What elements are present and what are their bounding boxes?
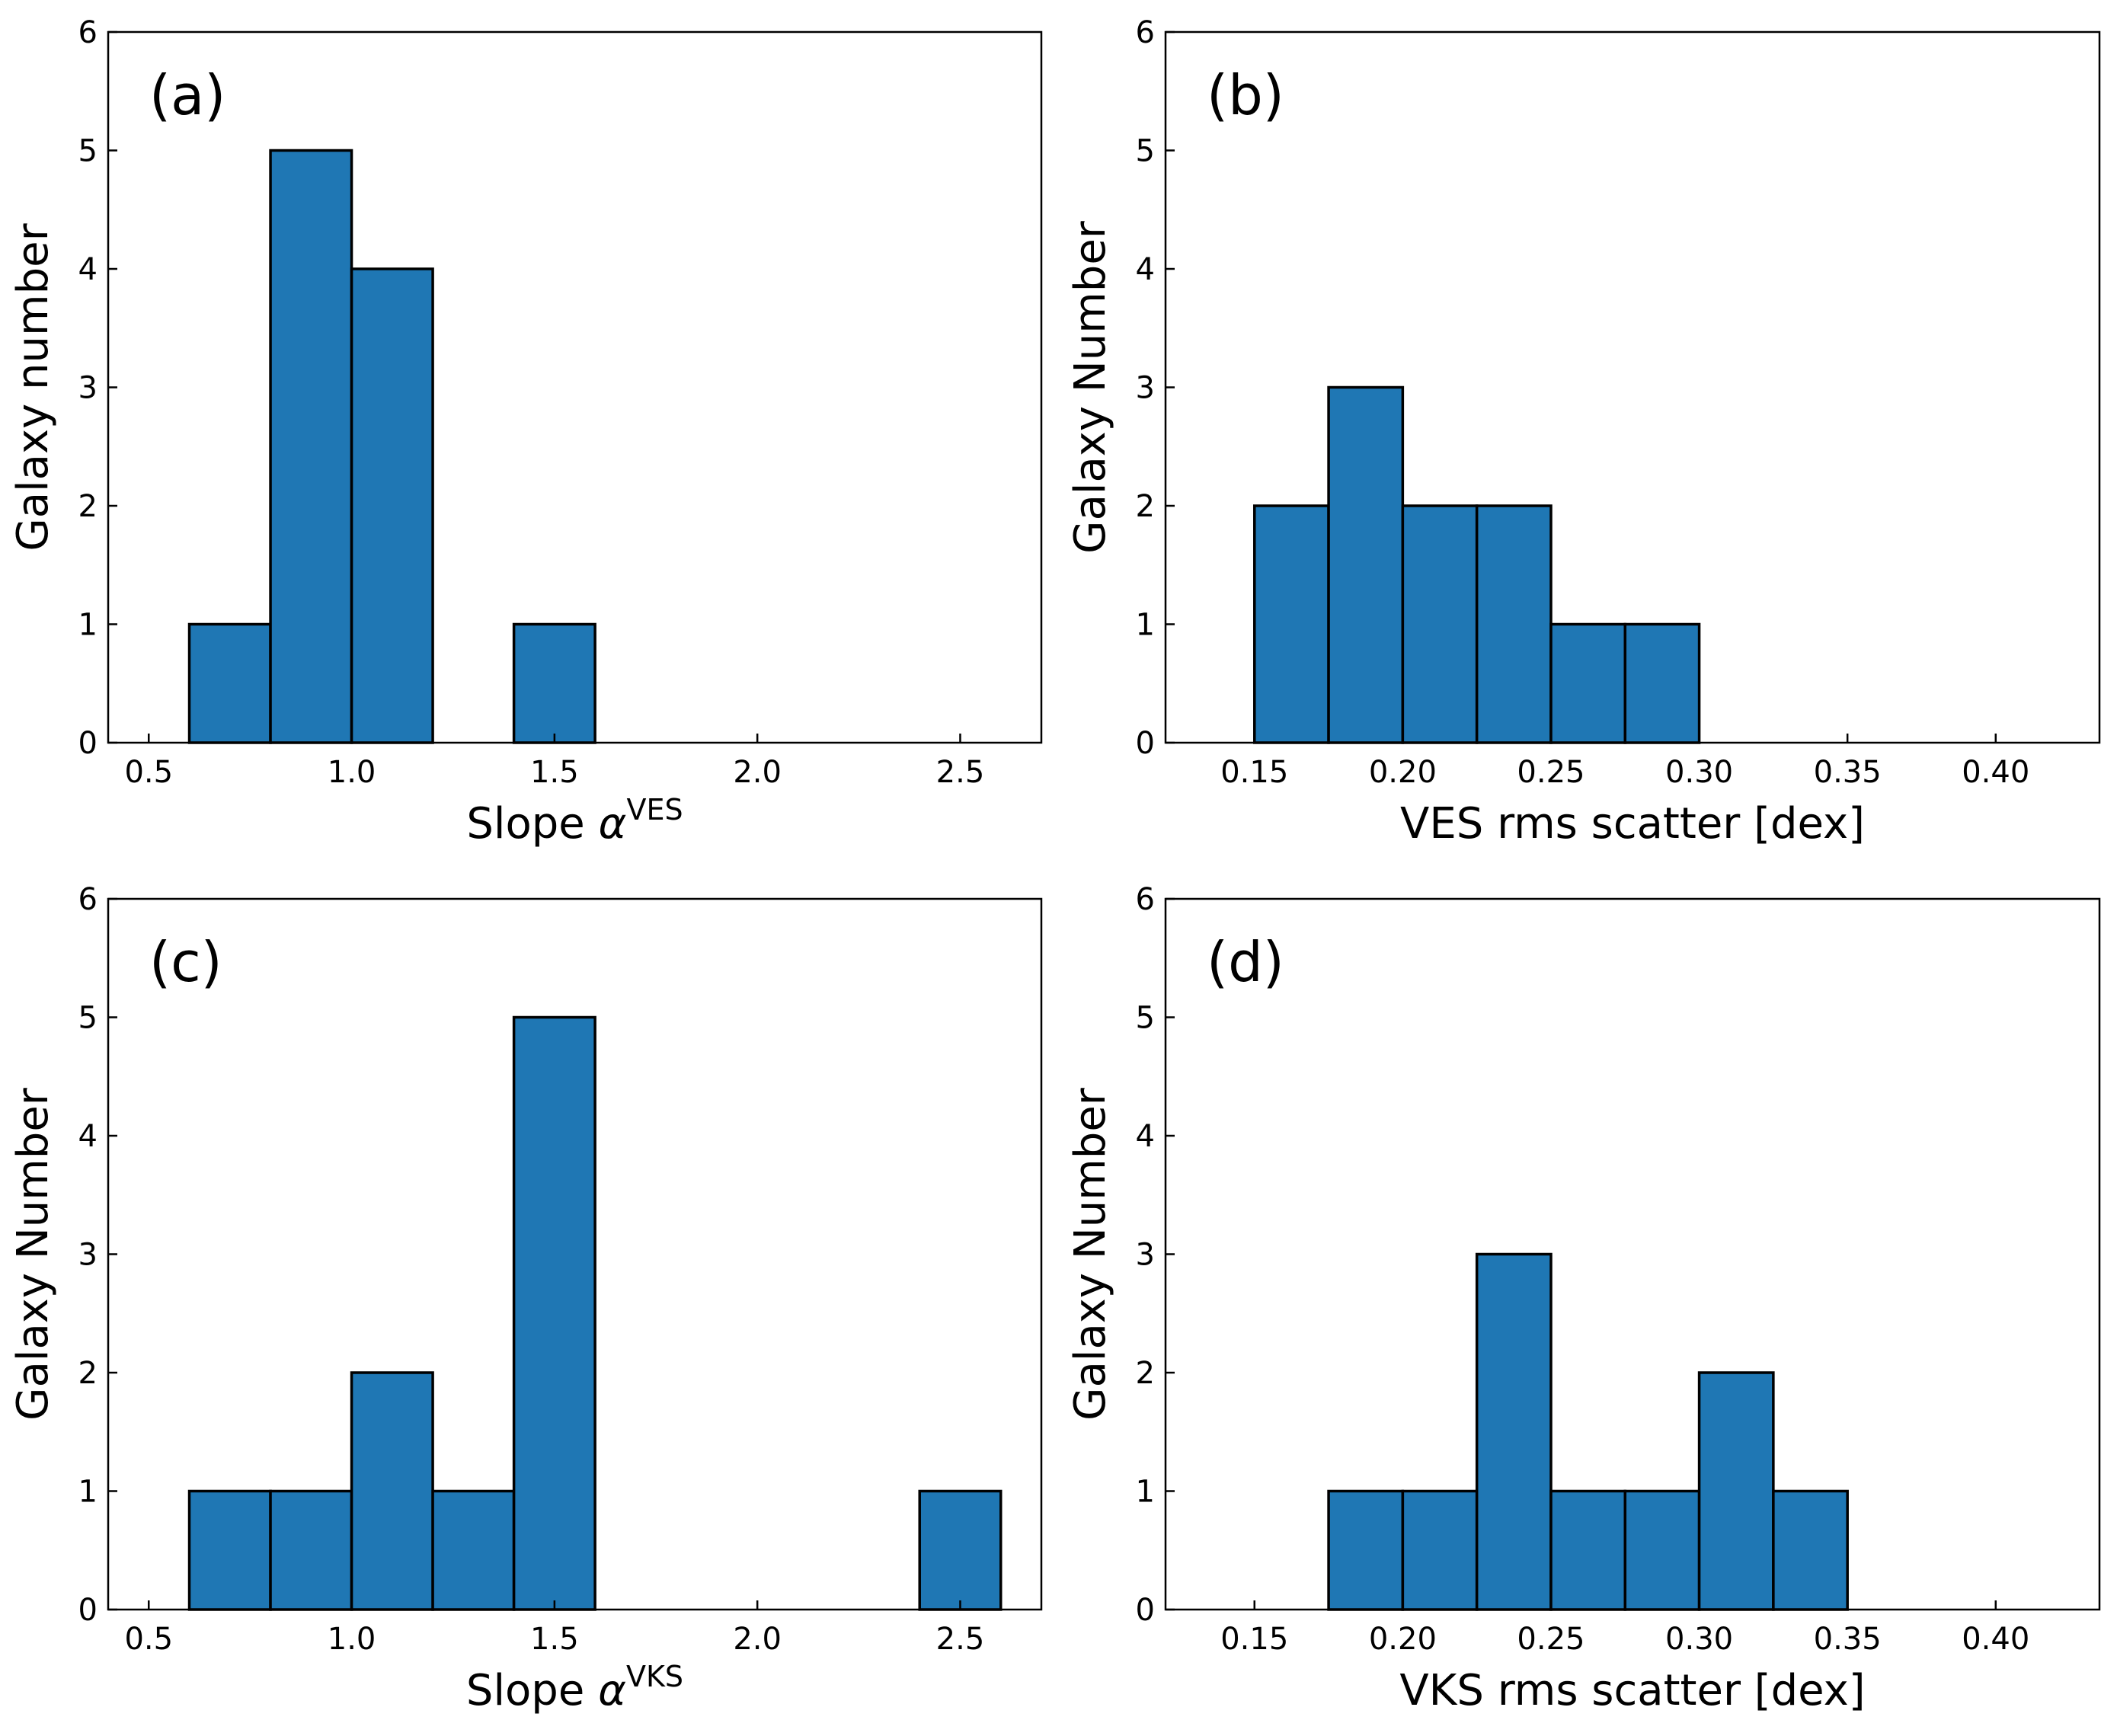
y-tick-label: 1	[1136, 1475, 1155, 1510]
y-tick-label: 2	[78, 1356, 98, 1391]
x-axis-label-text: Slope	[466, 1666, 598, 1715]
y-tick-label: 6	[78, 15, 98, 50]
x-tick-label: 0.15	[1220, 755, 1288, 790]
panel-label: (c)	[149, 930, 222, 994]
panel-label: (a)	[149, 63, 225, 127]
x-tick-label: 2.5	[936, 1622, 985, 1657]
x-tick-label: 0.30	[1665, 1622, 1733, 1657]
x-tick-label: 1.5	[530, 755, 579, 790]
panel-label: (d)	[1207, 930, 1284, 994]
y-axis-label: Galaxy Number	[1066, 1087, 1115, 1421]
x-tick-label: 0.25	[1517, 755, 1585, 790]
y-tick-label: 1	[78, 608, 98, 643]
y-tick-label: 3	[1136, 1238, 1155, 1273]
y-tick-label: 5	[78, 1001, 98, 1036]
y-tick-label: 4	[78, 252, 98, 287]
x-tick-label: 1.0	[328, 755, 376, 790]
x-axis-label-text: Slope	[466, 799, 598, 849]
histogram-bar	[512, 1015, 596, 1611]
y-tick-label: 2	[1136, 489, 1155, 524]
x-axis-label-symbol: α	[598, 1666, 626, 1715]
y-axis-label: Galaxy number	[8, 222, 58, 551]
y-tick-label: 0	[78, 726, 98, 761]
histogram-bar	[1549, 622, 1627, 744]
y-tick-label: 5	[78, 134, 98, 169]
histogram-bar	[512, 622, 596, 744]
x-tick-label: 0.5	[124, 755, 173, 790]
histogram-bar	[1401, 504, 1479, 744]
x-tick-label: 2.0	[733, 755, 782, 790]
y-axis-label: Galaxy Number	[1066, 220, 1115, 554]
x-tick-label: 0.35	[1814, 1622, 1882, 1657]
x-tick-label: 0.25	[1517, 1622, 1585, 1657]
x-tick-label: 0.15	[1220, 1622, 1288, 1657]
histogram-bar	[269, 149, 353, 744]
y-tick-label: 3	[78, 1238, 98, 1273]
y-tick-label: 1	[1136, 608, 1155, 643]
histogram-bar	[1772, 1489, 1849, 1611]
x-axis-label-symbol: α	[599, 799, 627, 849]
histogram-bar	[269, 1489, 353, 1611]
panel-a: 0.5 1.0 1.5 2.0 2.5 0 1 2 3 4 5 6 Slope αVES Galaxy n…	[8, 15, 1043, 849]
histogram-bar	[1475, 504, 1553, 744]
histogram-bar	[187, 622, 272, 744]
panel-b: 0.15 0.20 0.25 0.30 0.35 0.40 0 1 2 3 4 5 6 VES rms s…	[1066, 15, 2101, 849]
panel-label: (b)	[1207, 63, 1284, 127]
x-tick-label: 0.40	[1962, 755, 2029, 790]
histogram-bar	[1623, 622, 1701, 744]
y-tick-label: 2	[1136, 1356, 1155, 1391]
histogram-bar	[350, 267, 434, 744]
y-tick-label: 4	[78, 1119, 98, 1154]
histogram-bar	[1475, 1252, 1553, 1611]
histogram-bar	[1401, 1489, 1479, 1611]
y-axis-label: Galaxy Number	[8, 1087, 58, 1421]
x-tick-label: 0.20	[1369, 1622, 1437, 1657]
x-axis-label: VES rms scatter [dex]	[1400, 799, 1865, 849]
histogram-bar	[1697, 1371, 1775, 1611]
histogram-bar	[1549, 1489, 1627, 1611]
x-tick-label: 0.40	[1962, 1622, 2029, 1657]
y-tick-label: 6	[1136, 15, 1155, 50]
y-tick-label: 0	[78, 1593, 98, 1628]
histogram-bar	[1327, 1489, 1405, 1611]
x-tick-label: 0.35	[1814, 755, 1882, 790]
y-tick-label: 0	[1136, 1593, 1155, 1628]
histogram-bar	[350, 1371, 434, 1611]
y-tick-label: 1	[78, 1475, 98, 1510]
x-axis-label-superscript: VES	[626, 793, 683, 826]
y-tick-label: 6	[1136, 882, 1155, 917]
x-tick-label: 2.0	[733, 1622, 782, 1657]
y-tick-label: 2	[78, 489, 98, 524]
histogram-bar	[431, 1489, 516, 1611]
x-tick-label: 1.0	[328, 1622, 376, 1657]
histogram-bar	[918, 1489, 1003, 1611]
y-tick-label: 5	[1136, 1001, 1155, 1036]
x-tick-label: 0.20	[1369, 755, 1437, 790]
histogram-bar	[1623, 1489, 1701, 1611]
y-tick-label: 3	[1136, 371, 1155, 406]
y-tick-label: 5	[1136, 134, 1155, 169]
histogram-bar	[1253, 504, 1330, 744]
x-axis-label: Slope αVES	[466, 793, 683, 849]
x-axis-label: VKS rms scatter [dex]	[1399, 1666, 1865, 1715]
x-axis-label: Slope αVKS	[466, 1660, 683, 1715]
y-tick-label: 4	[1136, 252, 1155, 287]
y-tick-label: 6	[78, 882, 98, 917]
y-tick-label: 3	[78, 371, 98, 406]
x-axis-label-superscript: VKS	[626, 1660, 683, 1693]
x-tick-label: 2.5	[936, 755, 985, 790]
y-tick-label: 0	[1136, 726, 1155, 761]
x-tick-label: 0.5	[124, 1622, 173, 1657]
x-tick-label: 0.30	[1665, 755, 1733, 790]
y-tick-label: 4	[1136, 1119, 1155, 1154]
histogram-bar	[1327, 385, 1405, 744]
x-tick-label: 1.5	[530, 1622, 579, 1657]
panel-d: 0.15 0.20 0.25 0.30 0.35 0.40 0 1 2 3 4 5 6 VKS rms s…	[1066, 882, 2101, 1715]
panel-c: 0.5 1.0 1.5 2.0 2.5 0 1 2 3 4 5 6 Slope αVKS Galaxy N…	[8, 882, 1043, 1715]
histogram-bar	[187, 1489, 272, 1611]
